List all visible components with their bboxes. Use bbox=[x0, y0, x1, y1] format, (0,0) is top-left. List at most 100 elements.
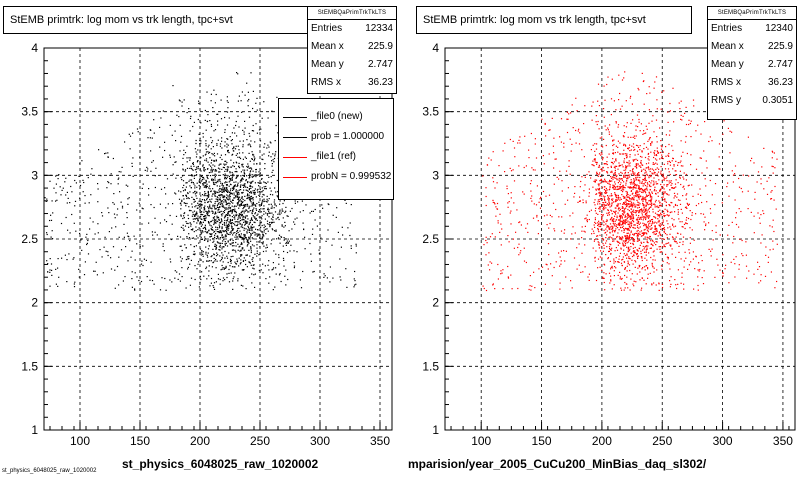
scatter-point bbox=[656, 159, 658, 161]
scatter-point bbox=[198, 184, 200, 187]
scatter-point bbox=[200, 140, 202, 142]
scatter-point bbox=[245, 238, 248, 240]
scatter-point bbox=[191, 168, 193, 170]
scatter-point bbox=[229, 232, 231, 234]
scatter-point bbox=[268, 151, 270, 153]
scatter-point bbox=[229, 218, 231, 221]
scatter-point bbox=[632, 243, 634, 245]
scatter-point bbox=[660, 151, 662, 154]
scatter-point bbox=[200, 170, 202, 172]
scatter-point bbox=[648, 122, 650, 124]
scatter-point bbox=[592, 144, 594, 146]
scatter-point bbox=[615, 226, 617, 228]
scatter-point bbox=[285, 238, 287, 240]
scatter-point bbox=[212, 107, 214, 109]
scatter-point bbox=[174, 161, 176, 163]
scatter-point bbox=[280, 212, 282, 214]
scatter-point bbox=[193, 210, 196, 212]
scatter-point bbox=[633, 233, 635, 235]
scatter-point bbox=[202, 177, 204, 179]
scatter-point bbox=[199, 206, 201, 208]
scatter-point bbox=[131, 286, 133, 288]
scatter-point bbox=[668, 182, 670, 184]
scatter-point bbox=[673, 206, 675, 208]
scatter-point bbox=[658, 282, 660, 284]
scatter-point bbox=[622, 237, 624, 239]
scatter-point bbox=[274, 187, 276, 189]
scatter-point bbox=[259, 172, 261, 174]
scatter-point bbox=[200, 254, 202, 256]
scatter-point bbox=[681, 226, 683, 228]
scatter-point bbox=[633, 135, 635, 137]
scatter-point bbox=[289, 250, 291, 252]
scatter-point bbox=[206, 176, 208, 178]
scatter-point bbox=[636, 254, 638, 256]
scatter-point bbox=[217, 124, 219, 126]
scatter-point bbox=[236, 224, 238, 227]
scatter-point bbox=[623, 253, 625, 255]
scatter-point bbox=[206, 213, 208, 215]
scatter-point bbox=[211, 208, 213, 210]
scatter-point bbox=[674, 225, 677, 227]
scatter-point bbox=[206, 278, 208, 280]
scatter-point bbox=[613, 139, 615, 141]
scatter-point bbox=[107, 181, 109, 183]
scatter-point bbox=[644, 177, 646, 179]
scatter-point bbox=[757, 171, 760, 173]
scatter-point bbox=[220, 154, 222, 156]
scatter-point bbox=[237, 73, 239, 75]
scatter-point bbox=[642, 222, 644, 224]
scatter-point bbox=[741, 191, 744, 193]
scatter-point bbox=[190, 244, 192, 246]
scatter-point bbox=[606, 181, 608, 183]
scatter-point bbox=[494, 203, 496, 205]
scatter-point bbox=[267, 200, 269, 202]
scatter-point bbox=[94, 270, 96, 272]
scatter-point bbox=[605, 273, 607, 275]
scatter-point bbox=[237, 223, 239, 225]
scatter-point bbox=[189, 222, 191, 224]
scatter-point bbox=[632, 197, 634, 200]
scatter-point bbox=[189, 185, 191, 187]
scatter-point bbox=[659, 158, 661, 160]
scatter-point bbox=[584, 231, 586, 233]
scatter-point bbox=[231, 266, 234, 268]
scatter-point bbox=[283, 200, 285, 202]
scatter-point bbox=[630, 242, 632, 244]
scatter-point bbox=[641, 210, 643, 213]
scatter-point bbox=[629, 234, 631, 237]
scatter-point bbox=[251, 237, 253, 239]
scatter-point bbox=[662, 210, 664, 212]
scatter-point bbox=[501, 228, 503, 230]
scatter-point bbox=[268, 269, 270, 271]
scatter-point bbox=[733, 258, 735, 260]
scatter-point bbox=[90, 173, 92, 175]
scatter-point bbox=[234, 208, 236, 210]
scatter-point bbox=[698, 270, 700, 272]
scatter-point bbox=[627, 232, 629, 234]
scatter-point bbox=[618, 173, 620, 175]
scatter-point bbox=[215, 169, 217, 171]
scatter-point bbox=[494, 187, 496, 189]
scatter-point bbox=[74, 179, 76, 182]
scatter-point bbox=[261, 215, 263, 217]
scatter-point bbox=[632, 187, 634, 189]
scatter-point bbox=[651, 168, 653, 170]
scatter-point bbox=[745, 241, 747, 243]
scatter-point bbox=[763, 188, 765, 190]
scatter-point bbox=[299, 279, 301, 281]
scatter-point bbox=[641, 198, 643, 200]
scatter-point bbox=[241, 178, 243, 180]
scatter-point bbox=[284, 211, 286, 214]
scatter-point bbox=[555, 208, 557, 211]
scatter-point bbox=[633, 180, 635, 182]
scatter-point bbox=[581, 226, 583, 228]
scatter-point bbox=[620, 220, 622, 223]
scatter-point bbox=[772, 240, 774, 242]
scatter-point bbox=[672, 87, 674, 89]
scatter-point bbox=[577, 201, 579, 203]
scatter-point bbox=[605, 220, 607, 223]
scatter-point bbox=[586, 173, 588, 176]
scatter-point bbox=[222, 188, 224, 190]
scatter-point bbox=[633, 239, 635, 241]
